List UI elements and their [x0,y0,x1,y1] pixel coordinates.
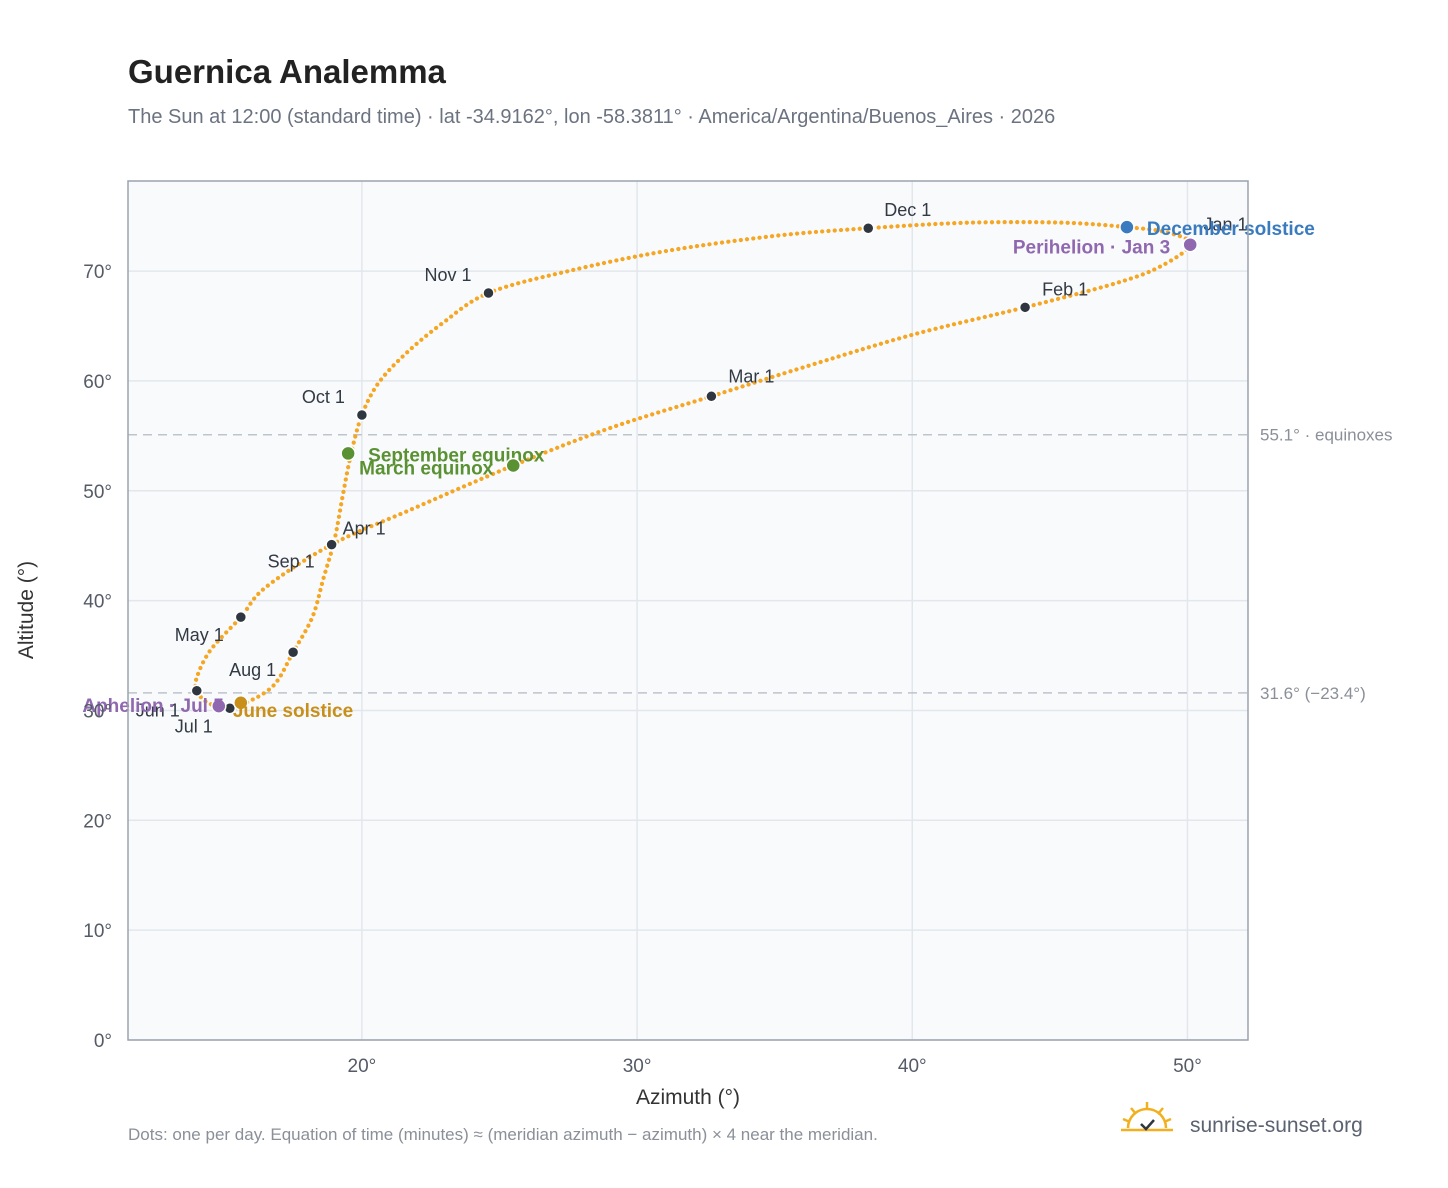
month-marker [705,390,718,403]
month-marker-label: Dec 1 [884,200,931,220]
y-tick-label: 20° [83,811,112,832]
month-marker [861,221,875,235]
event-label: December solstice [1147,219,1315,240]
y-tick-label: 60° [83,372,112,393]
event-marker [1119,219,1135,235]
reference-lines: 55.1° · equinoxes 31.6° (−23.4°) [128,426,1393,703]
event-label: September equinox [368,445,545,466]
event-label: June solstice [233,701,353,722]
axis-ticks: 20° 30° 40° 50° 0° 10° 20° 30° 40° 50° 60° 70° [83,262,1202,1077]
x-axis-label: Azimuth (°) [636,1086,740,1109]
y-axis-label: Altitude (°) [15,561,38,659]
x-tick-label: 30° [623,1056,652,1077]
event-label: Aphelion · Jul 5 [82,696,224,717]
brand-name: sunrise-sunset.org [1190,1114,1363,1137]
month-marker-label: Apr 1 [343,519,386,539]
event-marker [505,457,522,474]
x-tick-label: 20° [348,1056,377,1077]
month-marker-label: Mar 1 [728,366,774,386]
month-marker-label: Jun 1 [136,701,180,721]
y-tick-label: 40° [83,592,112,613]
month-marker-label: Sep 1 [268,552,315,572]
sun-check-icon [1121,1102,1173,1132]
month-marker-label: Nov 1 [424,265,471,285]
month-marker-label: Oct 1 [302,387,345,407]
month-marker-label: Jan 1 [1203,215,1247,235]
event-marker [1182,236,1198,253]
x-tick-label: 40° [898,1056,927,1077]
plot-frame [127,180,1249,1041]
month-marker-label: Aug 1 [229,660,276,680]
month-marker [286,645,300,659]
month-marker [1018,301,1032,314]
month-marker-label: Feb 1 [1042,279,1088,299]
y-tick-label: 10° [83,921,112,942]
y-tick-label: 70° [83,262,112,283]
event-marker [211,698,227,714]
brand-logo[interactable]: sunrise-sunset.org [1121,1102,1363,1137]
y-tick-label: 30° [83,701,112,722]
event-marker [233,695,249,711]
month-marker-label: Jul 1 [175,716,213,736]
event-label: March equinox [359,459,494,480]
reference-line-label: 31.6° (−23.4°) [1260,684,1366,703]
y-tick-label: 50° [83,482,112,503]
chart-subtitle: The Sun at 12:00 (standard time) · lat -… [128,106,1055,128]
event-marker [340,445,356,462]
chart-title: Guernica Analemma [128,53,447,90]
month-marker [482,286,495,300]
month-marker [190,684,204,697]
footnote: Dots: one per day. Equation of time (min… [128,1125,878,1144]
event-label: Perihelion · Jan 3 [1013,238,1170,259]
plot-area [128,181,1248,1040]
month-marker [325,538,338,551]
y-tick-label: 0° [94,1031,112,1052]
x-tick-label: 50° [1173,1056,1202,1077]
month-marker-label: May 1 [175,625,224,645]
month-marker [234,610,248,624]
reference-line-label: 55.1° · equinoxes [1260,426,1393,445]
month-marker [355,408,369,422]
